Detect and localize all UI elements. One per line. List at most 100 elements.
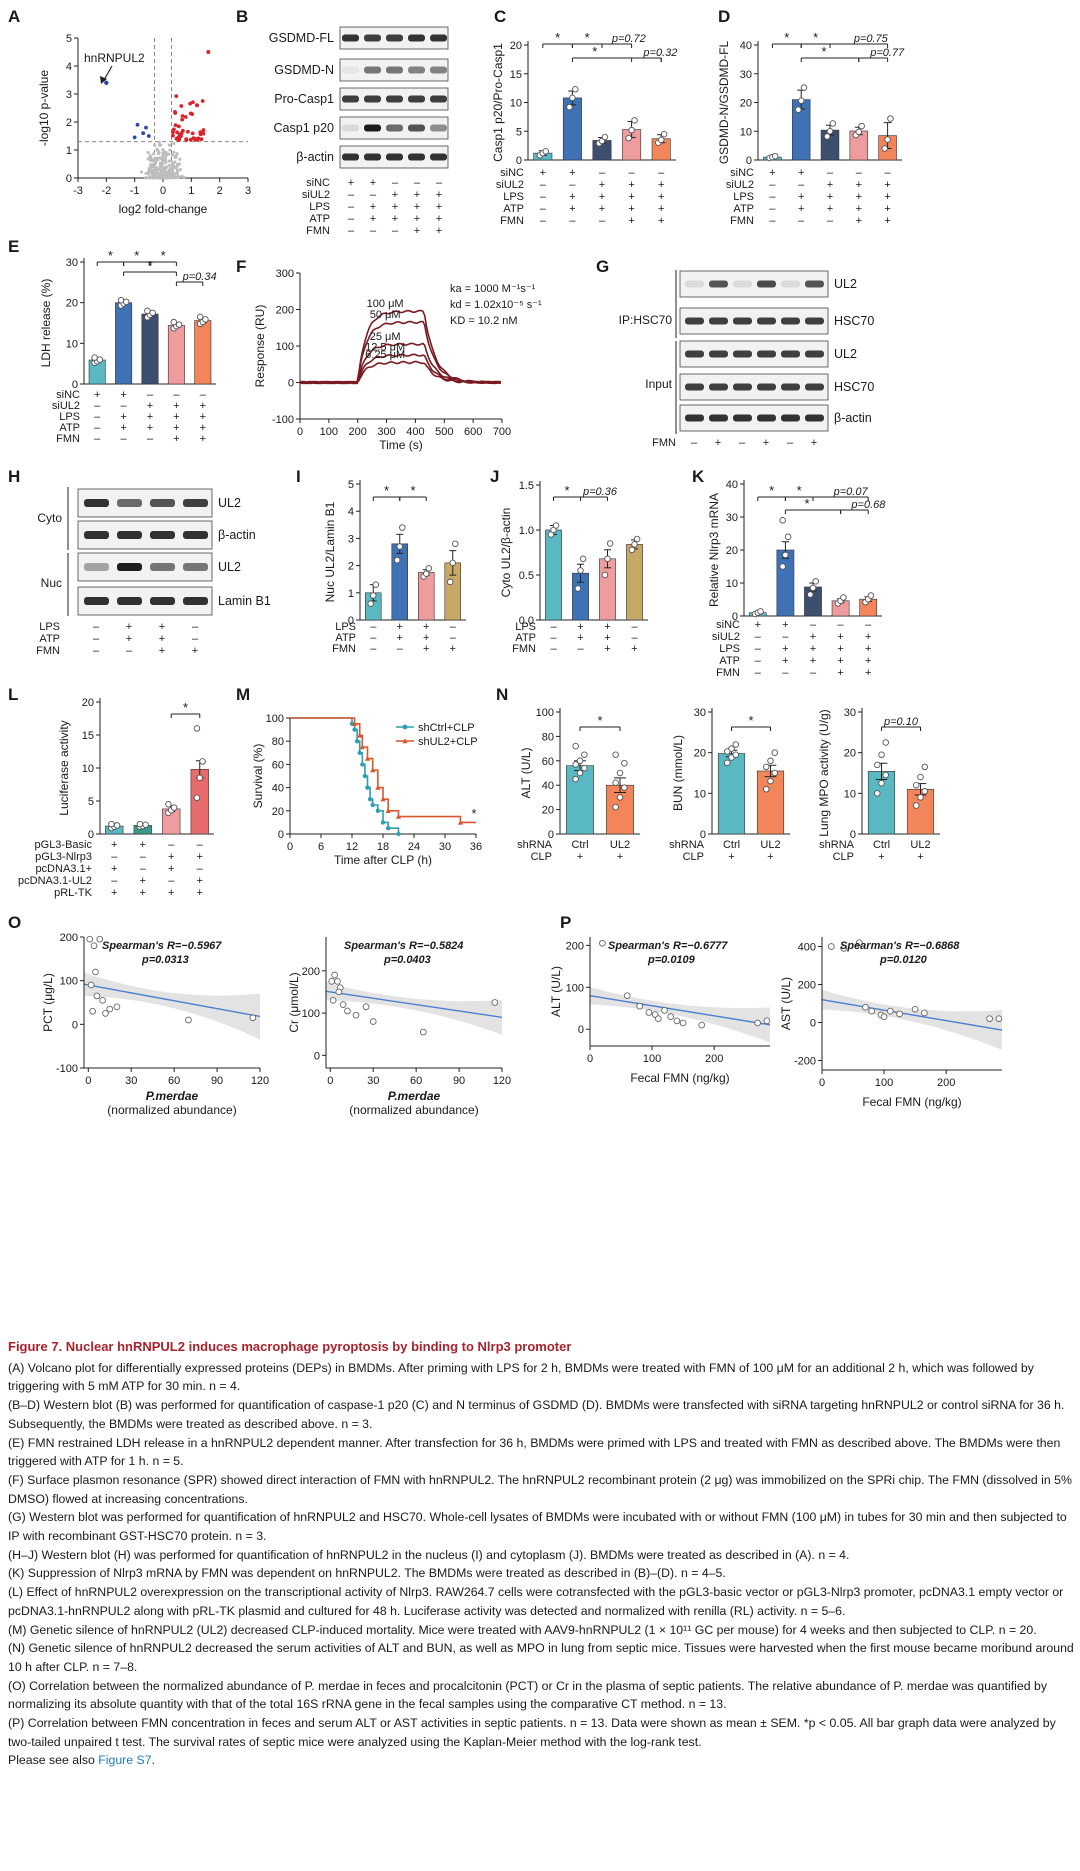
y-tick-label: 5: [348, 479, 354, 491]
caption-b-d: (B–D) Western blot (B) was performed for…: [8, 1398, 1065, 1431]
table-cell: +: [540, 167, 546, 179]
data-point: [878, 751, 885, 758]
volcano-point-ns: [167, 143, 171, 147]
blot-band: [733, 350, 752, 358]
x-tick-label: 18: [377, 841, 389, 853]
scatter-point: [986, 1015, 993, 1023]
scatter-point: [645, 1009, 653, 1016]
table-cell: –: [147, 433, 154, 445]
blot-band: [709, 350, 728, 358]
y-tick-label: 100: [566, 982, 584, 994]
panel-letter: P: [560, 913, 571, 932]
panel-letter: K: [692, 467, 705, 486]
survival-point-shctrl: [354, 739, 360, 744]
volcano-point-ns: [164, 160, 168, 164]
blot-label: β-actin: [296, 150, 334, 164]
sig-label: *: [564, 483, 569, 498]
caption-l: (L) Effect of hnRNPUL2 overexpression on…: [8, 1585, 1064, 1618]
x-tick-label: -2: [101, 185, 111, 197]
sig-label: p=0.10: [883, 716, 919, 728]
volcano-point-ns: [167, 163, 171, 168]
fmn-label: FMN: [652, 437, 676, 449]
sig-label: p=0.75: [853, 33, 889, 45]
table-cell: +: [140, 875, 146, 887]
data-point: [782, 551, 789, 559]
legend-label-shctrl: shCtrl+CLP: [418, 722, 475, 734]
data-point: [542, 148, 549, 155]
table-cell: +: [604, 632, 610, 644]
x-axis-label: Time after CLP (h): [334, 853, 432, 867]
table-cell: –: [550, 632, 557, 644]
data-point: [196, 774, 203, 782]
volcano-point-ns: [172, 141, 176, 146]
scatter-point: [352, 1011, 360, 1019]
confidence-band: [326, 982, 502, 1035]
survival-point-shul2: [351, 721, 358, 726]
figure-s7-link[interactable]: Figure S7: [98, 1753, 152, 1768]
data-point: [779, 517, 786, 524]
y-tick-label: 2: [348, 561, 354, 573]
volcano-point-up: [184, 138, 189, 142]
caption-title: Figure 7. Nuclear hnRNPUL2 induces macro…: [8, 1339, 572, 1354]
volcano-point-up: [173, 111, 178, 115]
data-point: [393, 556, 401, 564]
scatter-point: [419, 1028, 427, 1036]
volcano-point-ns: [139, 170, 144, 174]
bar: [391, 543, 408, 621]
table-cell: +: [628, 179, 634, 191]
table-cell: +: [658, 215, 664, 227]
blot-band: [685, 350, 704, 358]
volcano-point-ns: [172, 150, 176, 154]
table-cell: –: [577, 643, 584, 655]
survival-point-shctrl: [365, 785, 370, 790]
table-cell: +: [599, 179, 605, 191]
y-tick-label: 10: [510, 98, 522, 110]
table-cell: –: [450, 632, 457, 644]
table-cell: +: [436, 189, 442, 201]
data-point: [165, 801, 172, 808]
table-cell: +: [599, 203, 605, 215]
table-cell: –: [755, 655, 762, 667]
y-tick-label: 3: [348, 533, 354, 545]
nuc-label: Nuc: [41, 576, 62, 590]
volcano-point-up: [180, 114, 185, 118]
blot-band: [183, 597, 208, 605]
volcano-point-up: [171, 133, 175, 138]
table-cell: +: [436, 225, 442, 237]
data-point: [660, 130, 668, 138]
see-also-suffix: .: [151, 1753, 155, 1768]
table-row-label: siNC: [56, 389, 80, 401]
table-cell: +: [865, 643, 871, 655]
blot-band: [430, 153, 447, 161]
table-cell: –: [769, 191, 776, 203]
data-point: [913, 781, 920, 789]
x-axis-label: log2 fold-change: [119, 202, 208, 216]
table-cell: +: [767, 851, 773, 863]
table-cell: +: [197, 875, 203, 887]
table-cell: +: [200, 422, 206, 434]
table-row-label: LPS: [503, 191, 524, 203]
sig-label: *: [592, 44, 597, 59]
x-tick-label: 120: [493, 1075, 511, 1087]
scatter-point: [99, 996, 106, 1004]
data-point: [604, 555, 611, 563]
table-row-label: siUL2: [712, 631, 740, 643]
significance-star: *: [471, 806, 476, 821]
table-cell: –: [810, 619, 817, 631]
sig-label: *: [555, 30, 560, 45]
survival-point-shctrl: [360, 762, 365, 767]
y-tick-label: 40: [542, 780, 554, 792]
y-tick-label: 0: [66, 173, 72, 185]
y-axis-label: AST (U/L): [779, 977, 793, 1030]
volcano-point-ns: [176, 175, 180, 179]
scatter-point: [763, 1017, 771, 1025]
x-axis-label-species: P.merdae: [146, 1089, 199, 1103]
data-point: [732, 741, 739, 748]
volcano-point-ns: [164, 152, 168, 157]
x-axis-label-note: (normalized abundance): [107, 1103, 236, 1117]
bar: [194, 320, 212, 385]
table-cell: –: [569, 179, 576, 191]
table-cell: –: [769, 179, 776, 191]
data-point: [581, 764, 588, 772]
blot-band: [757, 350, 776, 358]
